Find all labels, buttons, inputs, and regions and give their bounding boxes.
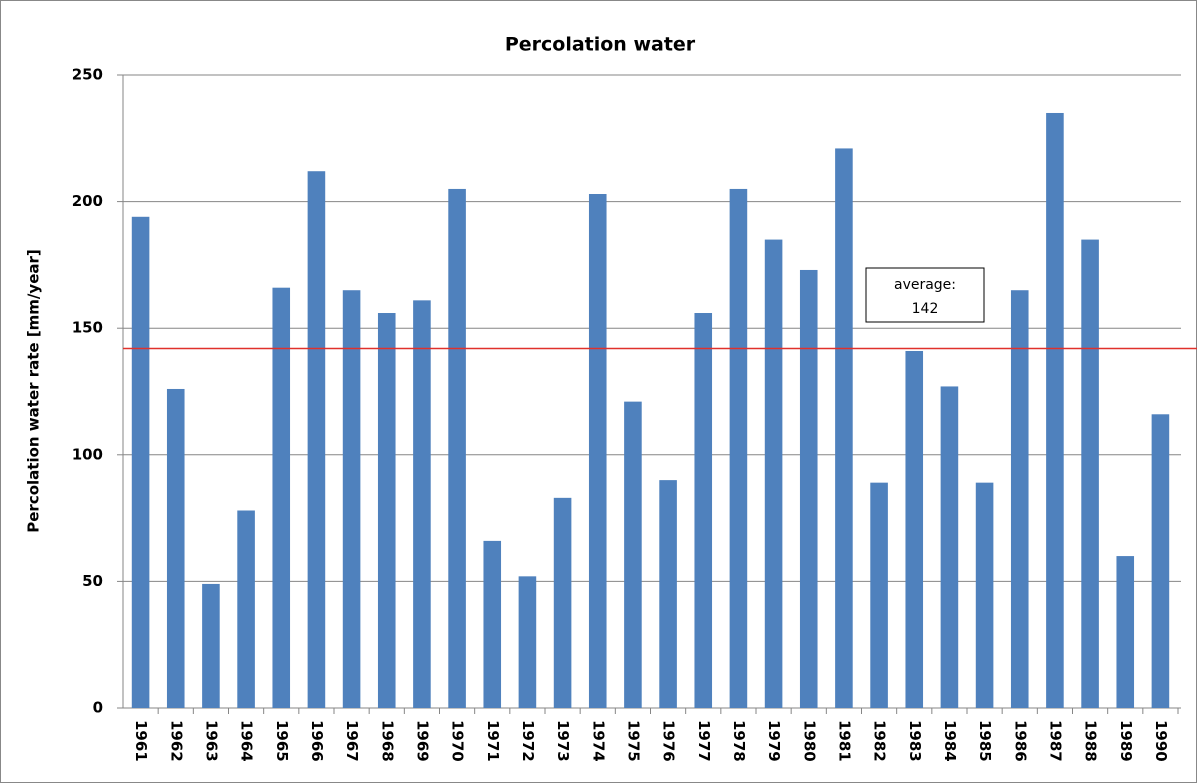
bar: [659, 480, 677, 708]
y-tick-label: 250: [72, 66, 103, 84]
x-tick-label: 1961: [132, 720, 150, 762]
x-tick-label: 1963: [202, 720, 220, 762]
bar: [729, 188, 748, 708]
y-tick-label: 200: [72, 192, 103, 210]
y-axis-label: Percolation water rate [mm/year]: [25, 249, 43, 533]
bar: [448, 188, 466, 708]
bar: [342, 290, 361, 708]
y-tick-label: 0: [93, 699, 103, 717]
x-tick-label: 1975: [624, 720, 642, 762]
bar: [588, 194, 607, 708]
x-tick-label: 1965: [273, 720, 291, 762]
x-tick-label: 1973: [554, 720, 572, 762]
x-tick-label: 1981: [835, 720, 853, 762]
bar: [694, 313, 713, 708]
x-tick-label: 1976: [660, 720, 678, 762]
bar: [202, 583, 220, 708]
bar: [1010, 290, 1029, 708]
x-tick-label: 1988: [1082, 720, 1100, 762]
x-tick-label: 1967: [343, 720, 361, 762]
x-tick-label: 1980: [800, 720, 818, 762]
y-tick-label: 150: [72, 319, 103, 337]
annotation-box: [865, 267, 985, 323]
x-tick-label: 1985: [976, 720, 994, 762]
bar: [483, 540, 502, 708]
bar: [975, 482, 994, 708]
annotation-value: 142: [912, 301, 939, 317]
bar: [553, 497, 572, 708]
x-tick-label: 1987: [1046, 720, 1064, 762]
x-tick-label: 1977: [695, 720, 713, 762]
bar: [237, 510, 255, 708]
bar: [940, 386, 959, 708]
bar: [166, 388, 185, 708]
bar: [799, 269, 818, 708]
x-tick-label: 1986: [1011, 720, 1029, 762]
x-tick-label: 1971: [484, 720, 502, 762]
x-tick-label: 1983: [906, 720, 924, 762]
bar: [377, 313, 396, 708]
bar: [518, 576, 537, 708]
x-tick-label: 1968: [378, 720, 396, 762]
bar: [307, 171, 326, 708]
x-tick-label: 1984: [941, 720, 959, 762]
x-tick-label: 1990: [1152, 720, 1170, 762]
x-tick-label: 1982: [871, 720, 889, 762]
bar: [1081, 239, 1099, 708]
x-tick-label: 1969: [413, 720, 431, 762]
bar: [413, 300, 431, 708]
bar: [131, 216, 150, 709]
bar: [1151, 414, 1170, 708]
x-tick-label: 1978: [730, 720, 748, 762]
x-tick-label: 1966: [308, 720, 326, 762]
x-tick-label: 1964: [238, 720, 256, 762]
chart-title: Percolation water: [505, 34, 696, 56]
x-tick-label: 1974: [589, 720, 607, 762]
bar: [1116, 556, 1135, 708]
y-tick-label: 50: [82, 572, 103, 590]
bar: [870, 482, 888, 708]
x-tick-label: 1970: [449, 720, 467, 762]
bar: [624, 401, 642, 708]
bar: [764, 239, 783, 708]
annotation-label: average:: [894, 277, 956, 293]
bar: [272, 287, 291, 708]
x-tick-label: 1972: [519, 720, 537, 762]
bar: [835, 148, 853, 709]
bar: [1046, 112, 1064, 709]
x-tick-label: 1989: [1117, 720, 1135, 762]
bar: [905, 350, 924, 708]
x-tick-label: 1979: [765, 720, 783, 762]
y-tick-label: 100: [72, 445, 103, 463]
x-tick-label: 1962: [167, 720, 185, 762]
